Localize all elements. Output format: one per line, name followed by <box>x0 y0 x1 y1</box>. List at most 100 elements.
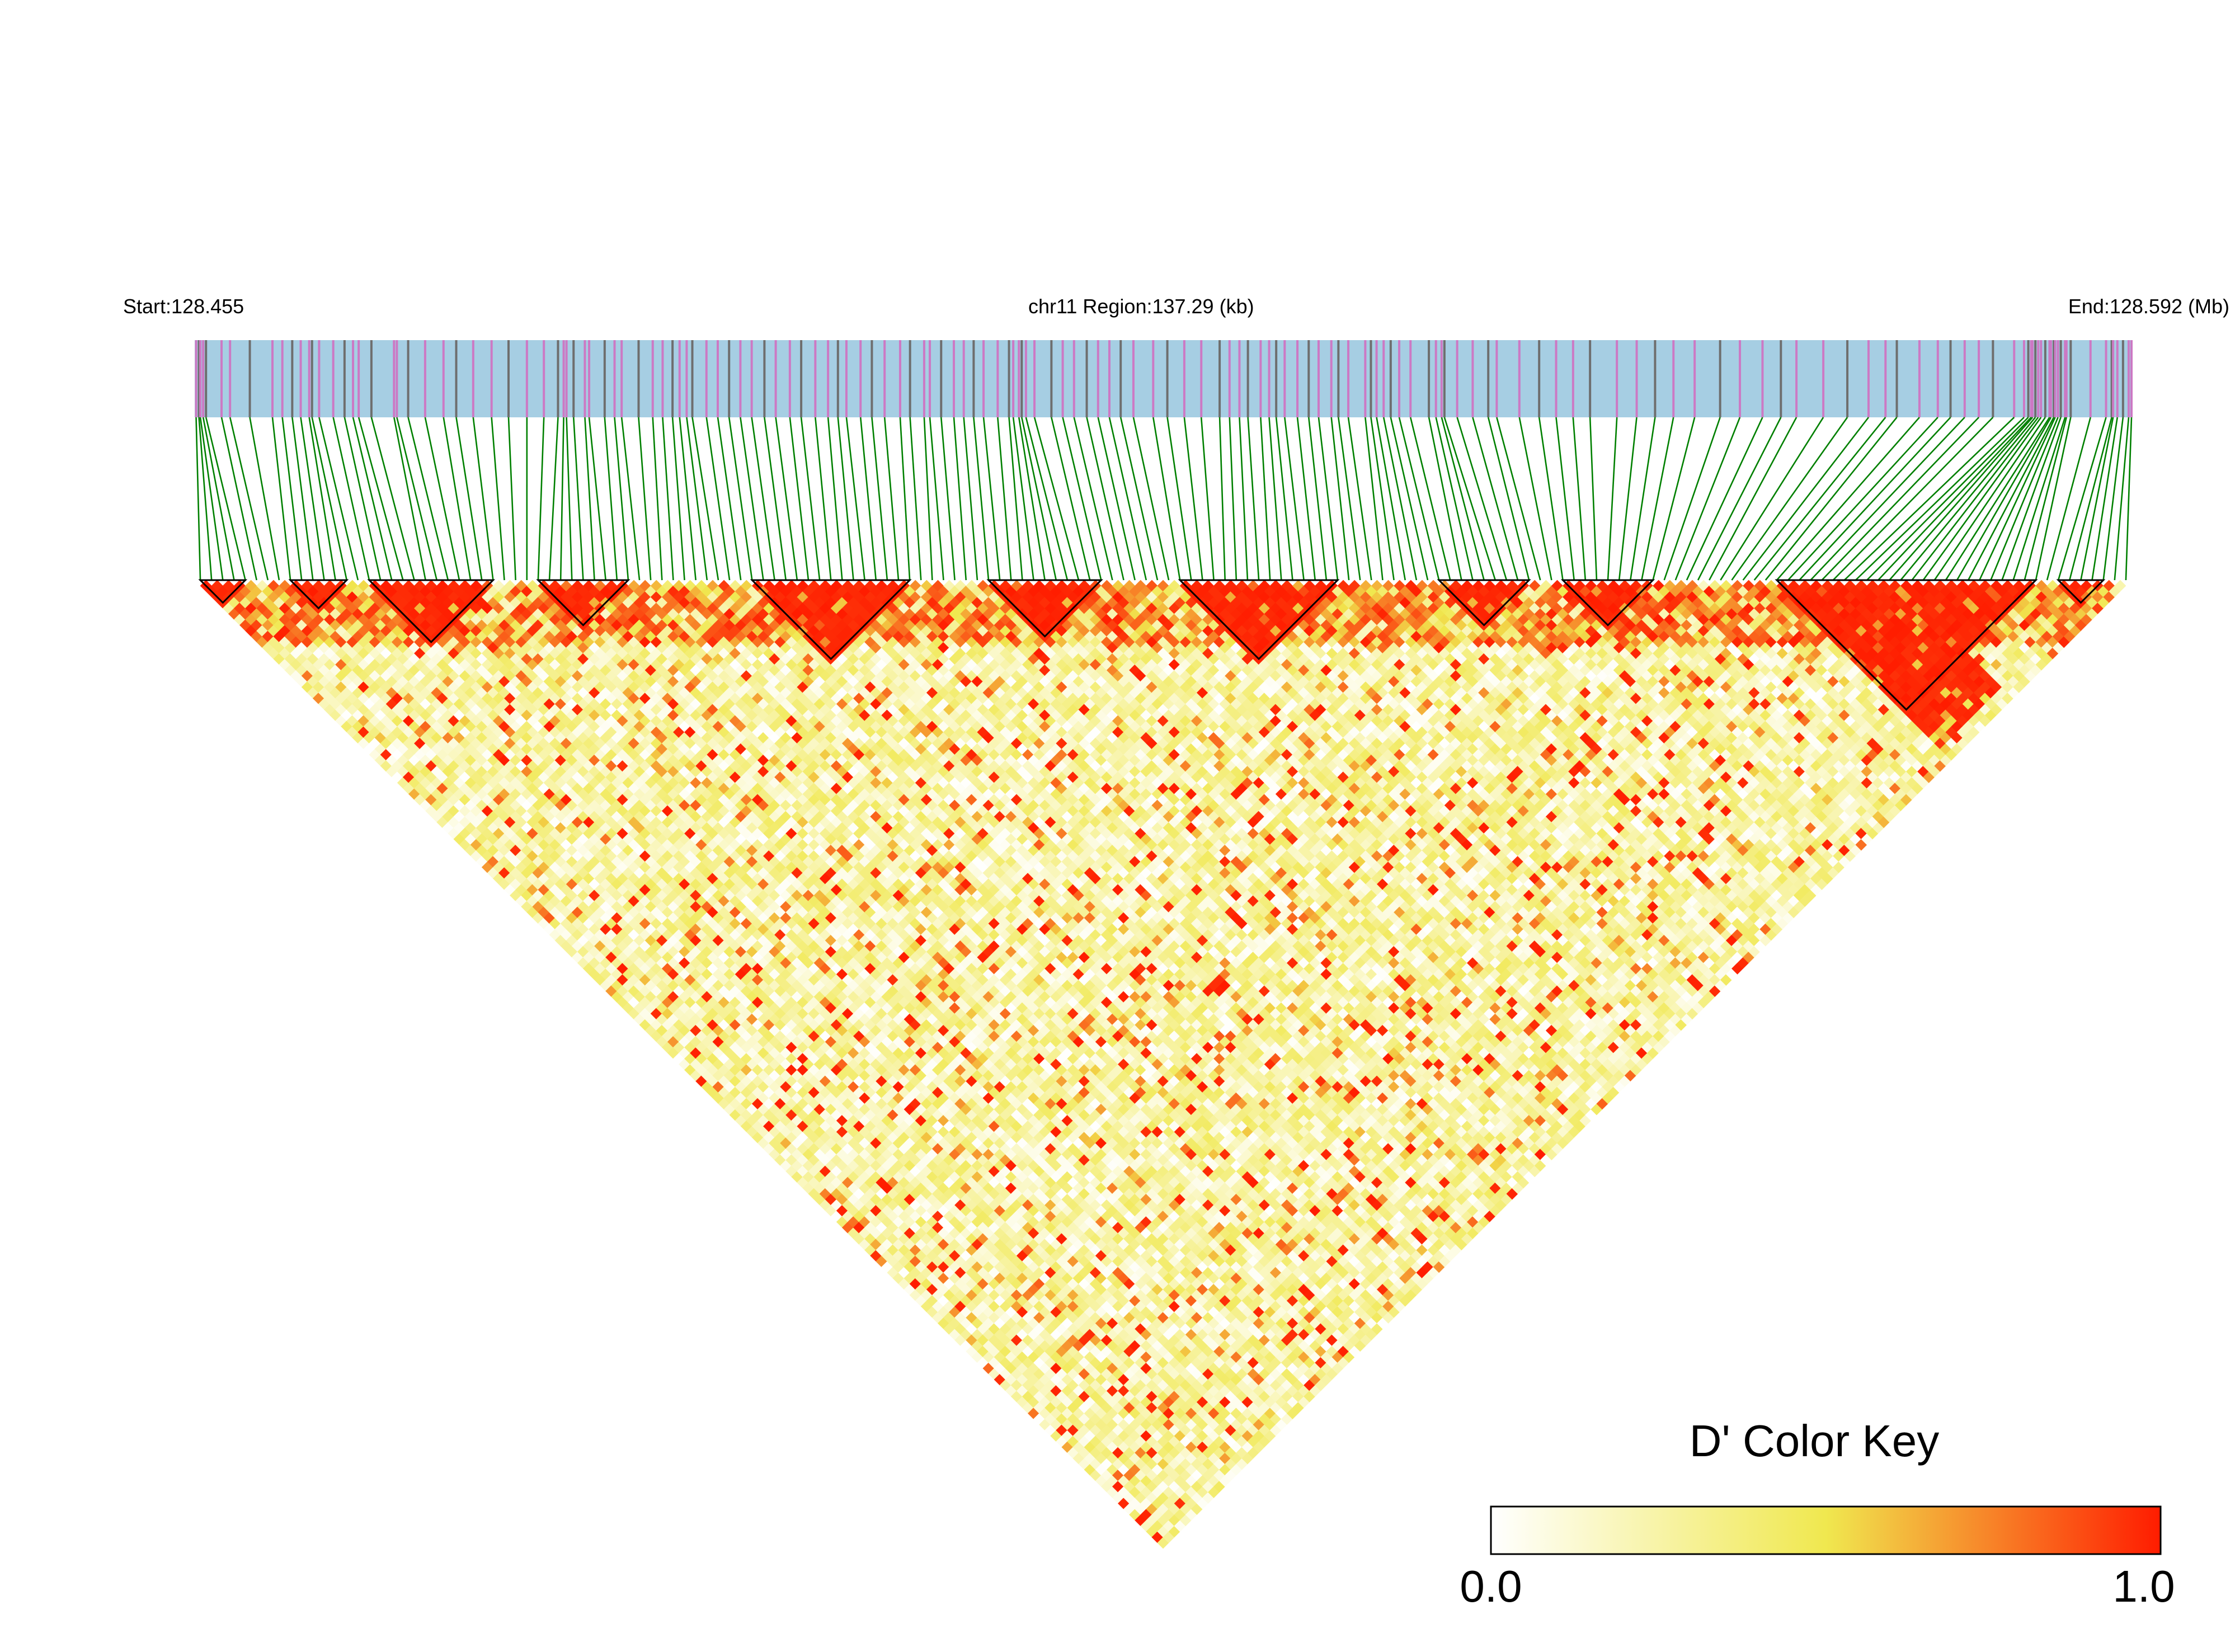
snp-connector <box>940 417 956 581</box>
gene-track <box>195 340 2132 417</box>
snp-connector <box>1832 417 1994 581</box>
snp-connector <box>1097 417 1136 581</box>
snp-connector <box>1742 417 1870 581</box>
snp-connector <box>1268 417 1282 581</box>
snp-connector <box>1390 417 1429 581</box>
snp-connector <box>1062 417 1102 581</box>
snp-connector <box>1878 417 2032 581</box>
snp-connector <box>1119 417 1159 581</box>
snp-connector <box>537 417 545 581</box>
snp-connector <box>2012 417 2066 581</box>
snp-connector <box>1275 417 1293 581</box>
snp-connector <box>1132 417 1170 581</box>
snp-connector <box>2024 417 2068 581</box>
snp-connector-lines <box>195 417 2133 581</box>
snp-connector <box>1709 417 1798 581</box>
snp-connector <box>751 417 775 581</box>
snp-connector <box>837 417 854 581</box>
snp-connector <box>909 417 922 581</box>
snp-connector <box>963 417 978 581</box>
snp-connector <box>2069 417 2112 581</box>
snp-connector <box>1370 417 1395 581</box>
snp-connector <box>1686 417 1763 581</box>
snp-connector <box>199 417 224 581</box>
snp-connector <box>638 417 652 581</box>
snp-connector <box>1338 417 1361 581</box>
snp-connector <box>229 417 269 581</box>
snp-connector <box>800 417 821 581</box>
snp-connector <box>845 417 865 581</box>
snp-connector <box>318 417 359 581</box>
snp-connector <box>686 417 708 581</box>
snp-connector <box>789 417 810 581</box>
snp-connector <box>652 417 663 581</box>
snp-connector <box>1799 417 1951 581</box>
snp-connector <box>1229 417 1238 581</box>
snp-connector <box>1152 417 1181 581</box>
snp-connector <box>973 417 990 581</box>
snp-connector <box>393 417 426 581</box>
snp-connector <box>1166 417 1192 581</box>
region-start-label: Start:128.455 <box>123 295 244 318</box>
snp-connector <box>620 417 641 581</box>
snp-connector <box>291 417 314 581</box>
snp-connector <box>1753 417 1886 581</box>
snp-connector <box>1967 417 2055 581</box>
ld-heatmap <box>200 580 2126 1549</box>
snp-connector <box>198 417 213 581</box>
snp-connector <box>352 417 393 581</box>
snp-connector <box>1033 417 1080 581</box>
snp-connector <box>1021 417 1057 581</box>
snp-connector <box>491 417 505 581</box>
snp-connector <box>1589 417 1598 581</box>
snp-connector <box>1441 417 1485 581</box>
snp-connector <box>614 417 629 581</box>
snp-connector <box>2091 417 2119 581</box>
snp-connector <box>1855 417 2025 581</box>
snp-connector <box>407 417 449 581</box>
snp-connector <box>443 417 472 581</box>
snp-connector <box>1247 417 1260 581</box>
snp-connector <box>311 417 347 581</box>
snp-connector <box>815 417 832 581</box>
snp-connector <box>923 417 933 581</box>
snp-connector <box>1008 417 1023 581</box>
snp-connector <box>705 417 731 581</box>
snp-connector <box>455 417 483 581</box>
snp-connector <box>1296 417 1316 581</box>
snp-connector <box>1018 417 1046 581</box>
snp-connector <box>2057 417 2107 581</box>
snp-connector <box>396 417 438 581</box>
snp-connector <box>871 417 888 581</box>
snp-connector <box>370 417 415 581</box>
snp-connector <box>662 417 674 581</box>
snp-connector <box>2114 417 2130 581</box>
snp-connector <box>1376 417 1406 581</box>
region-title: chr11 Region:137.29 (kb) <box>1028 295 1254 318</box>
snp-connector <box>1900 417 2036 581</box>
snp-connector <box>1428 417 1462 581</box>
snp-connector <box>220 417 257 581</box>
snp-connector <box>740 417 764 581</box>
snp-connector <box>1607 417 1618 581</box>
snp-connector <box>827 417 843 581</box>
snp-connector <box>1012 417 1034 581</box>
snp-connector <box>883 417 900 581</box>
snp-connector <box>1765 417 1898 581</box>
snp-connector <box>1218 417 1226 581</box>
snp-connector <box>1956 417 2052 581</box>
snp-connector <box>357 417 404 581</box>
snp-connector <box>1630 417 1656 581</box>
snp-connector <box>472 417 494 581</box>
snp-connector <box>953 417 967 581</box>
snp-connector <box>332 417 370 581</box>
snp-connector <box>1866 417 2029 581</box>
snp-connector <box>1347 417 1372 581</box>
snp-connector <box>1979 417 2056 581</box>
snp-connector <box>1990 417 2059 581</box>
snp-connector <box>1318 417 1339 581</box>
snp-connector <box>584 417 595 581</box>
snp-connector <box>1025 417 1069 581</box>
snp-connector <box>717 417 742 581</box>
snp-connector <box>1538 417 1564 581</box>
